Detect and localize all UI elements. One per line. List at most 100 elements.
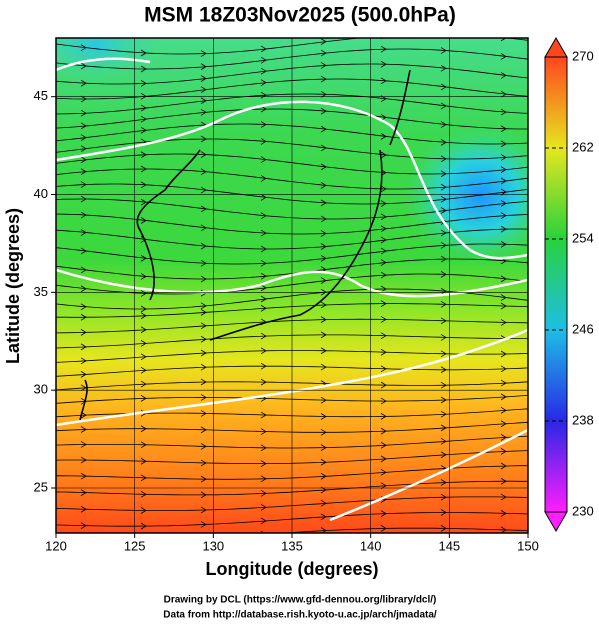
x-tick-label: 140 (360, 538, 382, 553)
coastline (136, 149, 201, 301)
stream-arrow (320, 499, 327, 507)
stream-arrow (440, 493, 447, 501)
stream-arrow (140, 49, 147, 57)
stream-arrow (260, 489, 267, 497)
stream-arrow (200, 335, 207, 343)
stream-arrow (500, 212, 507, 219)
stream-arrow (80, 343, 87, 351)
stream-arrow (500, 225, 507, 233)
stream-arrow (500, 350, 507, 358)
stream-arrow (440, 479, 447, 486)
stream-arrow (260, 411, 267, 419)
stream-arrow (500, 448, 507, 455)
stream-arrow (440, 241, 447, 249)
stream-arrow (200, 205, 207, 213)
stream-arrow (80, 472, 87, 480)
stream-arrow (500, 393, 507, 401)
stream-arrow (320, 90, 327, 98)
stream-arrow (200, 426, 207, 434)
stream-arrow (440, 102, 447, 110)
x-tick-label: 125 (124, 538, 146, 553)
stream-arrow (380, 247, 387, 255)
stream-arrow (320, 62, 327, 69)
stream-arrow (440, 381, 447, 389)
stream-arrow (440, 437, 447, 445)
stream-arrow (80, 522, 87, 530)
colorbar-tick-label: 254 (572, 230, 594, 245)
stream-arrow (380, 510, 387, 517)
stream-arrow (440, 334, 447, 341)
stream-arrow (380, 169, 387, 176)
stream-arrow (320, 163, 327, 171)
map-field (56, 38, 528, 533)
stream-arrow (200, 506, 207, 514)
stream-arrow (200, 151, 207, 158)
stream-arrow (80, 211, 87, 219)
stream-arrow (380, 77, 387, 85)
stream-arrow (440, 83, 447, 91)
stream-arrow (320, 182, 327, 189)
stream-arrow (260, 304, 267, 312)
stream-arrow (500, 188, 507, 196)
stream-arrow (200, 491, 207, 499)
contour-line (56, 268, 528, 298)
stream-arrow (440, 139, 447, 146)
stream-arrow (80, 134, 87, 141)
streamline (56, 512, 528, 527)
stream-arrow (200, 75, 207, 82)
stream-arrow (320, 75, 327, 83)
streamline (56, 450, 528, 464)
colorbar-under (544, 511, 568, 532)
stream-arrow (260, 444, 267, 452)
streamline (56, 303, 528, 318)
stream-arrow (260, 362, 267, 370)
y-axis-label: Latitude (degrees) (3, 208, 23, 364)
stream-arrow (500, 240, 507, 248)
coastline (389, 69, 411, 146)
stream-arrow (200, 224, 207, 232)
stream-arrow (260, 259, 267, 267)
stream-arrow (200, 259, 207, 267)
stream-arrow (380, 133, 387, 140)
stream-arrow (140, 305, 147, 313)
coastline (79, 379, 88, 421)
stream-arrow (80, 426, 87, 433)
streamline (56, 381, 528, 391)
stream-arrow (80, 357, 87, 365)
x-tick-label: 145 (438, 538, 460, 553)
stream-arrow (200, 97, 207, 105)
stream-arrow (140, 474, 147, 482)
stream-arrow (140, 353, 147, 361)
stream-arrow (320, 458, 327, 466)
stream-arrow (140, 115, 147, 123)
stream-arrow (260, 56, 267, 64)
graticule (56, 38, 528, 533)
stream-arrow (260, 245, 267, 253)
stream-arrow (500, 420, 507, 428)
x-tick-label: 130 (202, 538, 224, 553)
stream-arrow (200, 50, 207, 57)
stream-arrow (260, 212, 267, 220)
contour-line (56, 57, 151, 72)
stream-arrow (440, 155, 447, 163)
stream-arrow (380, 200, 387, 207)
streamline (56, 496, 528, 511)
stream-arrow (500, 90, 507, 98)
stream-arrow (140, 92, 147, 100)
stream-arrow (260, 121, 267, 128)
stream-arrow (320, 331, 327, 339)
stream-arrow (380, 332, 387, 340)
stream-arrow (440, 255, 447, 263)
stream-arrow (80, 168, 87, 175)
streamline (56, 63, 528, 85)
stream-arrow (260, 79, 267, 87)
stream-arrow (260, 295, 267, 303)
stream-arrow (440, 451, 447, 459)
streamline (56, 243, 528, 265)
stream-arrow (260, 332, 267, 340)
stream-arrow (200, 168, 207, 176)
stream-arrow (380, 413, 387, 420)
streamline (56, 108, 528, 130)
stream-arrow (200, 394, 207, 401)
stream-arrow (80, 195, 87, 203)
